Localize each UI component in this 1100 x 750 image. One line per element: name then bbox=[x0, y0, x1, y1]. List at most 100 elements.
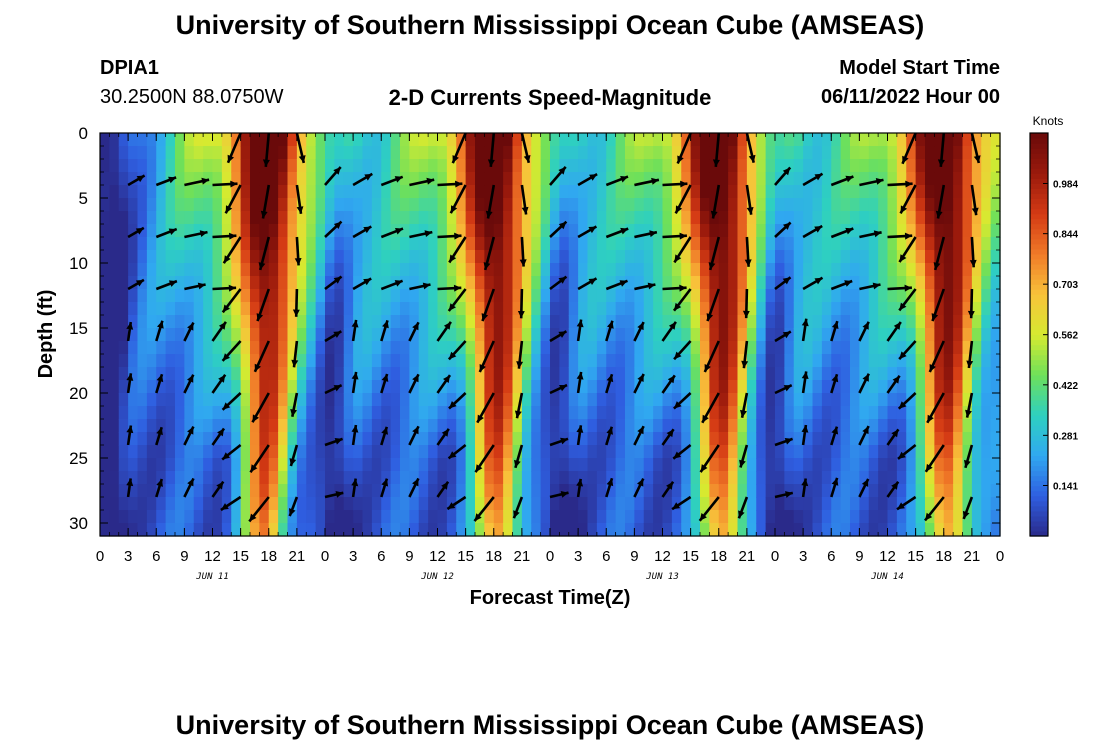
heatmap-cell bbox=[568, 432, 579, 446]
heatmap-cell bbox=[896, 445, 907, 459]
heatmap-cell bbox=[953, 237, 964, 251]
heatmap-cell bbox=[165, 393, 176, 407]
heatmap-cell bbox=[137, 458, 148, 472]
heatmap-cell bbox=[971, 185, 982, 199]
heatmap-cell bbox=[793, 523, 804, 537]
heatmap-cell bbox=[775, 380, 785, 394]
heatmap-cell bbox=[662, 367, 673, 381]
heatmap-cell bbox=[334, 250, 345, 264]
heatmap-cell bbox=[840, 263, 851, 277]
heatmap-cell bbox=[306, 432, 317, 446]
heatmap-cell bbox=[456, 250, 467, 264]
heatmap-cell bbox=[681, 445, 692, 459]
current-arrow bbox=[226, 132, 242, 164]
heatmap-cell bbox=[896, 510, 907, 524]
heatmap-cell bbox=[128, 224, 139, 238]
heatmap-cell bbox=[615, 393, 626, 407]
y-tick-label: 15 bbox=[69, 319, 88, 338]
heatmap-cell bbox=[784, 341, 795, 355]
heatmap-cell bbox=[831, 328, 842, 342]
heatmap-cell bbox=[465, 302, 476, 316]
heatmap-cell bbox=[990, 315, 1001, 329]
heatmap-cell bbox=[718, 133, 729, 147]
heatmap-cell bbox=[934, 432, 945, 446]
heatmap-cell bbox=[315, 263, 326, 277]
heatmap-cell bbox=[690, 419, 701, 433]
current-arrow bbox=[576, 371, 584, 394]
heatmap-cell bbox=[325, 458, 335, 472]
heatmap-cell bbox=[896, 341, 907, 355]
heatmap-cell bbox=[165, 380, 176, 394]
heatmap-cell bbox=[259, 523, 270, 537]
colorbar-segment bbox=[1030, 289, 1048, 295]
heatmap-cell bbox=[343, 172, 354, 186]
heatmap-cell bbox=[615, 354, 626, 368]
heatmap-cell bbox=[615, 367, 626, 381]
heatmap-cell bbox=[606, 497, 617, 511]
heatmap-cell bbox=[446, 146, 457, 160]
heatmap-cell bbox=[953, 302, 964, 316]
heatmap-cell bbox=[259, 419, 270, 433]
heatmap-cell bbox=[306, 445, 317, 459]
heatmap-cell bbox=[718, 172, 729, 186]
heatmap-cell bbox=[878, 328, 889, 342]
heatmap-cell bbox=[118, 484, 129, 498]
heatmap-cell bbox=[559, 224, 570, 238]
heatmap-cell bbox=[765, 328, 776, 342]
heatmap-cell bbox=[343, 302, 354, 316]
heatmap-cell bbox=[531, 354, 542, 368]
heatmap-cell bbox=[653, 367, 664, 381]
heatmap-cell bbox=[793, 289, 804, 303]
heatmap-cell bbox=[568, 497, 579, 511]
current-arrow bbox=[576, 425, 584, 446]
heatmap-cell bbox=[371, 354, 382, 368]
heatmap-cell bbox=[325, 393, 335, 407]
current-arrow bbox=[933, 236, 946, 271]
heatmap-cell bbox=[653, 159, 664, 173]
heatmap-cell bbox=[812, 432, 823, 446]
heatmap-cell bbox=[100, 406, 110, 420]
heatmap-cell bbox=[690, 354, 701, 368]
heatmap-cell bbox=[362, 484, 373, 498]
heatmap-cell bbox=[268, 497, 279, 511]
heatmap-cell bbox=[343, 380, 354, 394]
heatmap-cell bbox=[362, 445, 373, 459]
colorbar-segment bbox=[1030, 309, 1048, 315]
heatmap-cell bbox=[259, 172, 270, 186]
heatmap-cell bbox=[643, 458, 654, 472]
heatmap-cell bbox=[512, 211, 523, 225]
heatmap-cell bbox=[353, 367, 364, 381]
heatmap-cell bbox=[803, 159, 814, 173]
heatmap-cell bbox=[943, 432, 954, 446]
heatmap-cell bbox=[493, 419, 504, 433]
heatmap-cell bbox=[156, 510, 167, 524]
heatmap-cell bbox=[925, 146, 935, 160]
heatmap-cell bbox=[287, 224, 298, 238]
heatmap-cell bbox=[953, 458, 964, 472]
heatmap-cell bbox=[662, 250, 673, 264]
heatmap-cell bbox=[653, 523, 664, 537]
model-start-label: Model Start Time bbox=[839, 57, 1000, 79]
heatmap-cell bbox=[362, 367, 373, 381]
heatmap-cell bbox=[821, 146, 832, 160]
heatmap-cell bbox=[334, 302, 345, 316]
heatmap-cell bbox=[165, 484, 176, 498]
heatmap-cell bbox=[428, 523, 439, 537]
heatmap-cell bbox=[578, 276, 589, 290]
heatmap-cell bbox=[803, 380, 814, 394]
heatmap-cell bbox=[456, 523, 467, 537]
current-arrow bbox=[294, 236, 302, 266]
heatmap-cell bbox=[775, 146, 785, 160]
heatmap-cell bbox=[887, 172, 898, 186]
heatmap-cell bbox=[840, 367, 851, 381]
heatmap-cell bbox=[653, 380, 664, 394]
heatmap-cell bbox=[718, 302, 729, 316]
heatmap-cell bbox=[615, 484, 626, 498]
heatmap-cell bbox=[259, 237, 270, 251]
heatmap-cell bbox=[625, 367, 635, 381]
current-arrow bbox=[662, 180, 688, 188]
heatmap-cell bbox=[493, 263, 504, 277]
heatmap-cell bbox=[409, 432, 420, 446]
current-arrow bbox=[605, 279, 628, 291]
